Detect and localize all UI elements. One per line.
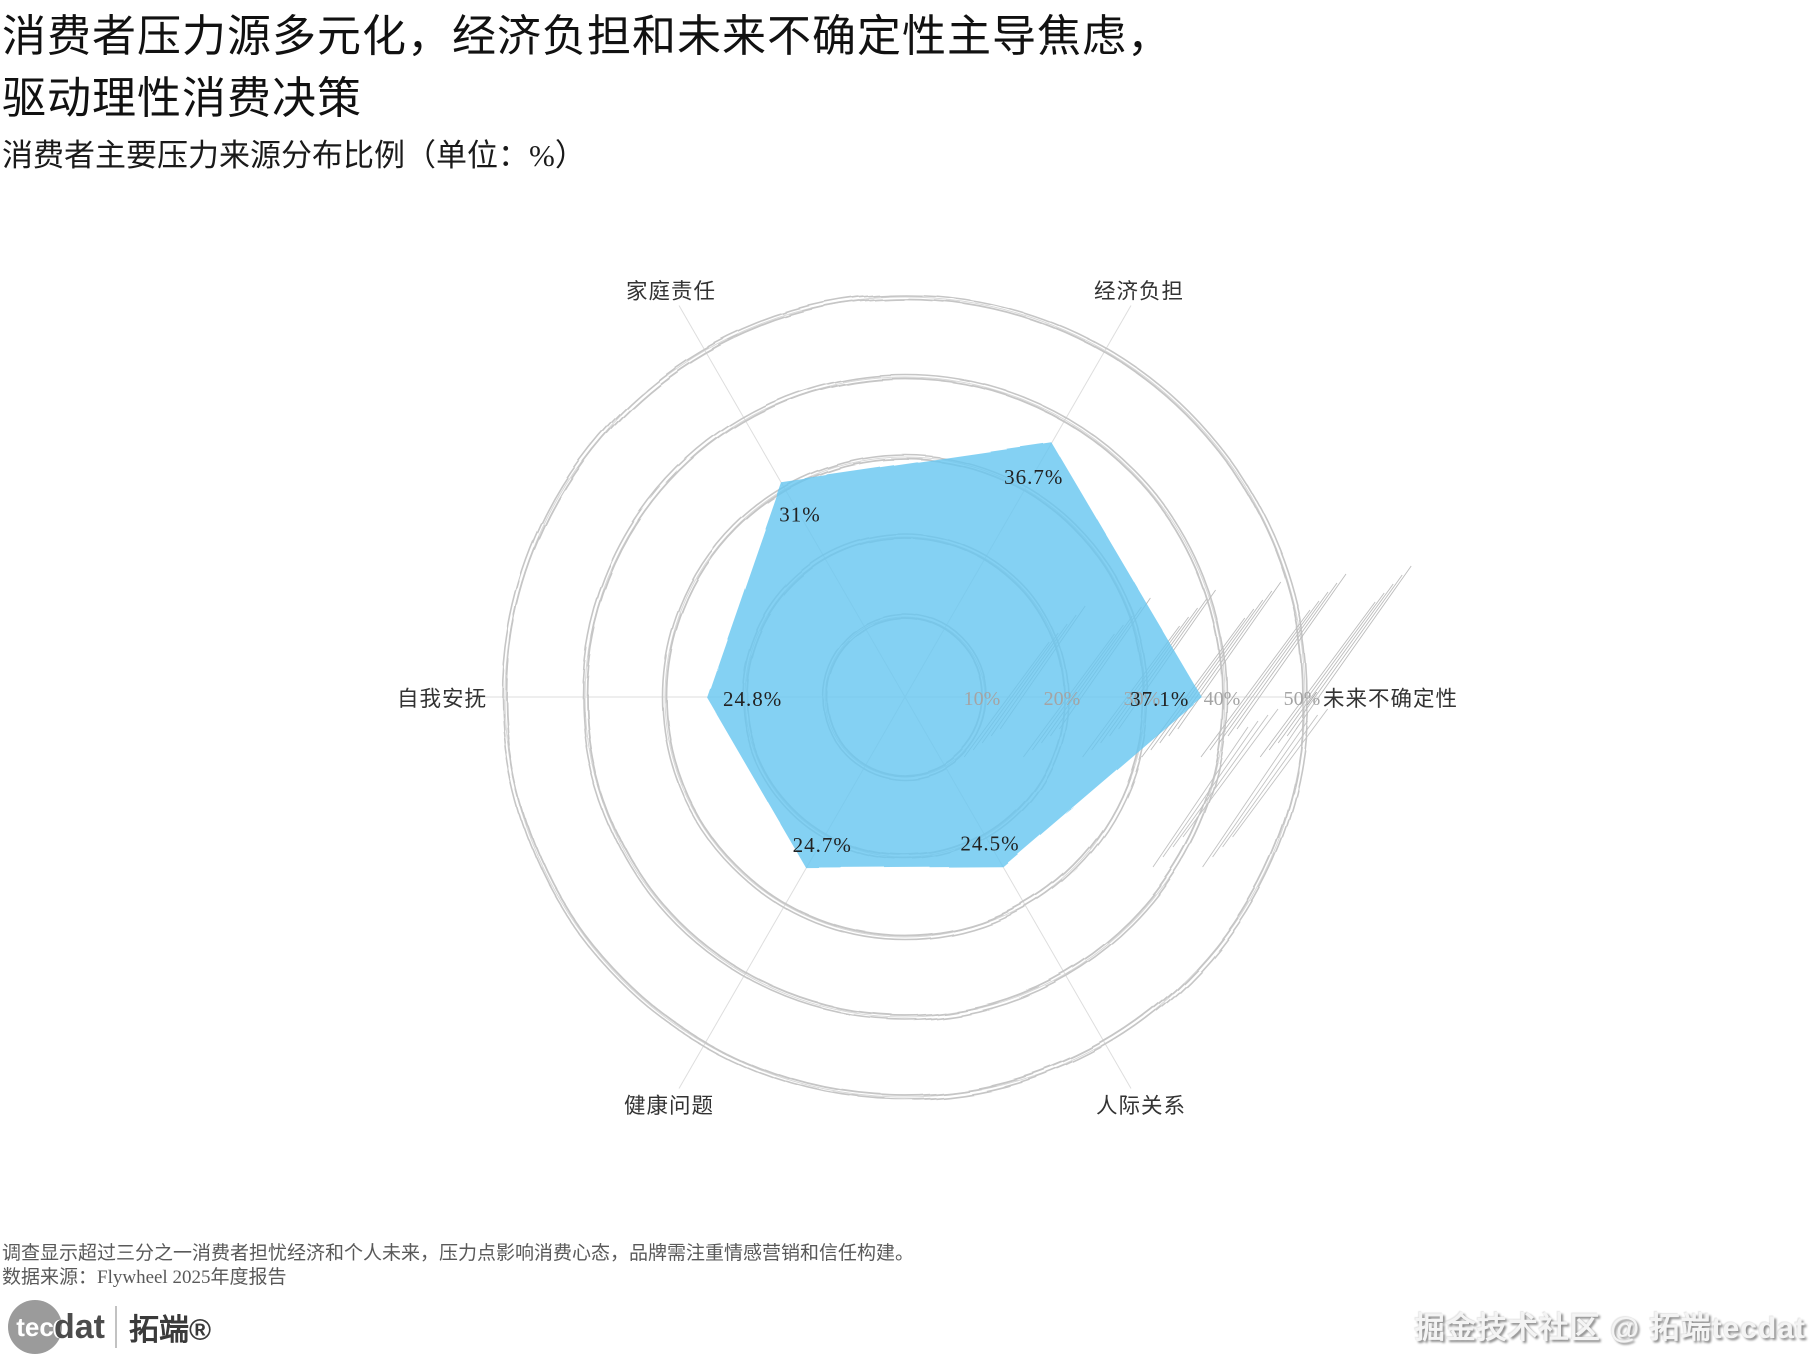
tecdat-logo-cn: 拓端® xyxy=(129,1314,212,1347)
tecdat-logo: tec dat 拓端® xyxy=(8,1300,211,1354)
seam-line xyxy=(1286,574,1403,737)
tecdat-logo-tec: tec xyxy=(16,1311,54,1342)
seam-line xyxy=(1218,591,1329,744)
value-label: 31% xyxy=(779,503,821,527)
radial-tick-label: 30% xyxy=(1124,688,1161,710)
value-label: 24.5% xyxy=(960,831,1019,855)
series-area xyxy=(706,442,1202,869)
page-title-line1: 消费者压力源多元化，经济负担和未来不确定性主导焦虑， xyxy=(2,12,1172,61)
seam-line xyxy=(1227,582,1338,737)
radial-tick-labels: 10% 20% 30% 40% 50% xyxy=(964,688,1321,710)
seam-line xyxy=(1268,592,1385,751)
page-title-line2: 驱动理性消费决策 xyxy=(2,74,362,123)
axis-label: 未来不确定性 xyxy=(1323,687,1458,711)
value-label: 24.8% xyxy=(723,687,782,711)
tecdat-logo-circle: tec xyxy=(8,1300,62,1354)
seam-line xyxy=(1152,726,1249,868)
axis-label: 经济负担 xyxy=(1094,280,1184,304)
seam-line xyxy=(1162,720,1259,858)
series-value-labels: 37.1% 36.7% 31% 24.8% 24.7% 24.5% xyxy=(723,465,1189,857)
seam-line xyxy=(1277,583,1394,744)
seam-line xyxy=(1236,573,1347,730)
tecdat-logo-dat: dat xyxy=(54,1307,105,1346)
logo-divider xyxy=(115,1306,117,1348)
seam-line xyxy=(1259,601,1376,758)
watermark: 掘金技术社区 @ 拓端tecdat xyxy=(1414,1312,1806,1345)
value-label: 36.7% xyxy=(1004,465,1063,489)
radial-tick-label: 50% xyxy=(1284,688,1321,710)
radial-tick-label: 20% xyxy=(1044,688,1081,710)
seam-line xyxy=(1209,600,1320,751)
seam-line xyxy=(1222,714,1318,848)
seam-line xyxy=(1172,714,1269,848)
axis-label: 人际关系 xyxy=(1096,1094,1186,1118)
seam-line xyxy=(1202,726,1298,868)
seam-line xyxy=(1212,720,1308,858)
value-label: 37.1% xyxy=(1130,687,1189,711)
footnote-source: 数据来源：Flywheel 2025年度报告 xyxy=(2,1267,287,1288)
value-label: 24.7% xyxy=(793,833,852,857)
axis-label: 自我安抚 xyxy=(397,687,487,711)
radar-series-polygon xyxy=(706,442,1202,869)
seam-line xyxy=(1232,708,1328,838)
seam-line xyxy=(1159,599,1264,744)
seam-line xyxy=(1182,708,1279,838)
grid-ring-base xyxy=(584,376,1226,1018)
page-title: 消费者压力源多元化，经济负担和未来不确定性主导焦虑， 驱动理性消费决策 xyxy=(2,6,1172,130)
axis-label: 健康问题 xyxy=(624,1094,714,1118)
seam-line xyxy=(1200,609,1311,758)
grid-ring-sketch xyxy=(581,373,1229,1021)
seam-line xyxy=(1177,581,1282,730)
seam-line xyxy=(1295,565,1412,730)
axis-label: 家庭责任 xyxy=(626,280,716,304)
seam-line xyxy=(1150,608,1255,751)
chart-subtitle: 消费者主要压力来源分布比例（单位：%） xyxy=(2,138,586,173)
footnote-insight: 调查显示超过三分之一消费者担忧经济和个人未来，压力点影响消费心态，品牌需注重情感… xyxy=(2,1243,915,1264)
radial-tick-label: 40% xyxy=(1204,688,1241,710)
radial-tick-label: 10% xyxy=(964,688,1001,710)
seam-line xyxy=(1168,590,1273,737)
